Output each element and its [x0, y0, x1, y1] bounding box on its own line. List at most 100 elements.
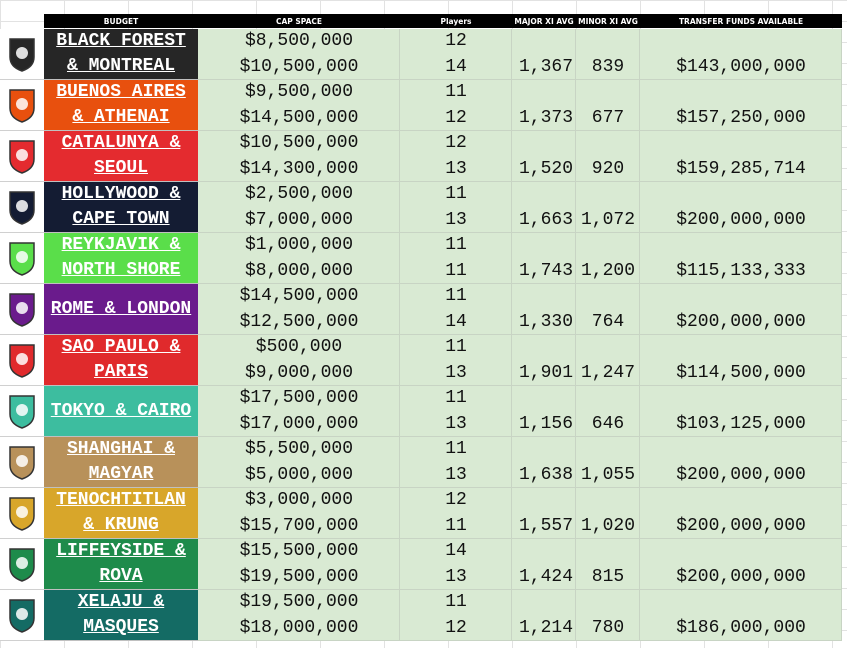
team-logo-cell	[0, 233, 44, 284]
team-name-line: LIFFEYSIDE &	[56, 541, 186, 561]
header-label: Players	[440, 16, 472, 26]
players: 14	[445, 541, 467, 561]
team-logo-cell	[0, 182, 44, 233]
transfer-funds: $200,000,000	[676, 209, 806, 230]
data-cell	[512, 335, 576, 386]
team-name-line: SHANGHAI &	[66, 439, 176, 459]
transfer-funds: $200,000,000	[676, 515, 806, 536]
players: 11	[445, 388, 467, 408]
team-logo	[9, 395, 35, 429]
players: 12	[445, 490, 467, 510]
data-cell	[640, 488, 842, 539]
team-logo-cell	[0, 335, 44, 386]
transfer-funds: $115,133,333	[676, 260, 806, 281]
header-label: CAP SPACE	[275, 16, 323, 26]
cap-space: $14,500,000	[239, 286, 359, 306]
players: 11	[445, 286, 467, 306]
players: 11	[445, 592, 467, 612]
team-name: BLACK FOREST & MONTREAL	[44, 29, 198, 80]
data-cell	[576, 386, 640, 437]
minor-xi-avg: 815	[591, 566, 625, 587]
major-xi-avg: 1,367	[518, 56, 573, 77]
cap-space: $17,500,000	[239, 388, 359, 408]
data-cell	[512, 233, 576, 284]
team-name-line: SAO PAULO &	[61, 337, 181, 357]
major-xi-avg: 1,557	[518, 515, 573, 536]
data-cell	[512, 386, 576, 437]
team-name-line: NORTH SHORE	[61, 260, 181, 280]
players: 14	[445, 56, 467, 77]
data-cell	[640, 182, 842, 233]
data-cell	[640, 131, 842, 182]
transfer-funds: $103,125,000	[676, 413, 806, 434]
players: 11	[445, 337, 467, 357]
transfer-funds: $143,000,000	[676, 56, 806, 77]
players: 13	[445, 464, 467, 485]
data-cell	[400, 386, 512, 437]
team-name: ROME & LONDON	[44, 284, 198, 335]
transfer-funds: $200,000,000	[676, 566, 806, 587]
data-cell	[400, 182, 512, 233]
major-xi-avg: 1,424	[518, 566, 573, 587]
team-name-line: BUENOS AIRES	[56, 82, 186, 102]
team-name: HOLLYWOOD & CAPE TOWN	[44, 182, 198, 233]
team-name-line: BLACK FOREST	[56, 31, 186, 51]
players: 13	[445, 413, 467, 434]
team-logo-cell	[0, 386, 44, 437]
major-xi-avg: 1,330	[518, 311, 573, 332]
players: 12	[445, 31, 467, 51]
minor-xi-avg: 839	[591, 56, 625, 77]
data-cell	[400, 29, 512, 80]
transfer-funds: $157,250,000	[676, 107, 806, 128]
team-name-line: MASQUES	[83, 617, 159, 637]
team-logo-cell	[0, 80, 44, 131]
team-logo	[9, 140, 35, 174]
cap-space: $9,500,000	[244, 82, 354, 102]
data-cell	[198, 182, 400, 233]
data-cell	[400, 437, 512, 488]
cap-space: $15,500,000	[239, 541, 359, 561]
team-name: LIFFEYSIDE & ROVA	[44, 539, 198, 590]
cap-space: $500,000	[255, 337, 343, 357]
team-name-line: TENOCHTITLAN	[56, 490, 186, 510]
minor-xi-avg: 677	[591, 107, 625, 128]
data-cell	[198, 488, 400, 539]
cap-space: $8,000,000	[244, 260, 354, 281]
players: 11	[445, 515, 467, 536]
data-cell	[576, 131, 640, 182]
data-cell	[640, 437, 842, 488]
team-logo	[9, 497, 35, 531]
minor-xi-avg: 1,247	[580, 362, 635, 383]
cap-space: $7,000,000	[244, 209, 354, 230]
data-cell	[576, 437, 640, 488]
players: 13	[445, 209, 467, 230]
cap-space: $15,700,000	[239, 515, 359, 536]
data-cell	[512, 131, 576, 182]
cap-space: $3,000,000	[244, 490, 354, 510]
team-logo	[9, 293, 35, 327]
data-cell	[640, 386, 842, 437]
data-cell	[512, 590, 576, 641]
data-cell	[198, 233, 400, 284]
team-logo-cell	[0, 29, 44, 80]
header-label: TRANSFER FUNDS AVAILABLE	[678, 16, 804, 26]
header-label: BUDGET	[103, 16, 139, 26]
data-cell	[400, 80, 512, 131]
data-cell	[640, 233, 842, 284]
data-cell	[198, 437, 400, 488]
team-name-line: MAGYAR	[88, 464, 154, 484]
players: 11	[445, 184, 467, 204]
team-name: TENOCHTITLAN & KRUNG	[44, 488, 198, 539]
cap-space: $5,000,000	[244, 464, 354, 485]
minor-xi-avg: 780	[591, 617, 625, 638]
data-cell	[512, 284, 576, 335]
data-cell	[640, 539, 842, 590]
team-logo	[9, 89, 35, 123]
transfer-funds: $114,500,000	[676, 362, 806, 383]
data-cell	[640, 80, 842, 131]
data-cell	[198, 131, 400, 182]
minor-xi-avg: 646	[591, 413, 625, 434]
cap-space: $14,500,000	[239, 107, 359, 128]
